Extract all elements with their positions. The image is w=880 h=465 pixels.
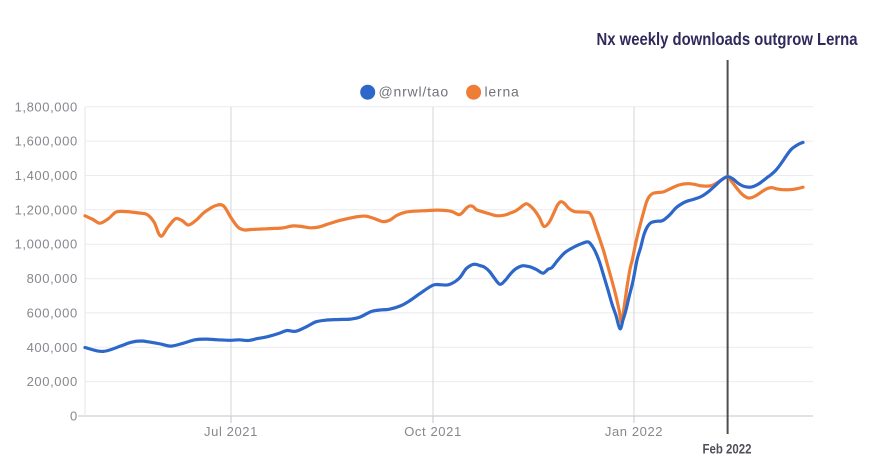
svg-text:1,000,000: 1,000,000: [15, 237, 78, 252]
svg-text:1,800,000: 1,800,000: [15, 99, 78, 114]
svg-text:800,000: 800,000: [27, 271, 78, 286]
svg-text:Feb 2022: Feb 2022: [703, 441, 752, 457]
svg-text:Jul 2021: Jul 2021: [204, 424, 258, 439]
svg-text:600,000: 600,000: [27, 305, 78, 320]
svg-text:Jan 2022: Jan 2022: [605, 424, 663, 439]
svg-text:lerna: lerna: [485, 84, 520, 100]
svg-text:@nrwl/tao: @nrwl/tao: [379, 84, 449, 100]
svg-text:Nx weekly downloads outgrow Le: Nx weekly downloads outgrow Lerna: [597, 29, 858, 49]
svg-text:400,000: 400,000: [27, 340, 78, 355]
svg-text:1,200,000: 1,200,000: [15, 202, 78, 217]
svg-text:Oct 2021: Oct 2021: [404, 424, 462, 439]
svg-text:1,600,000: 1,600,000: [15, 134, 78, 149]
svg-text:0: 0: [70, 409, 78, 424]
svg-text:1,400,000: 1,400,000: [15, 168, 78, 183]
svg-text:200,000: 200,000: [27, 374, 78, 389]
